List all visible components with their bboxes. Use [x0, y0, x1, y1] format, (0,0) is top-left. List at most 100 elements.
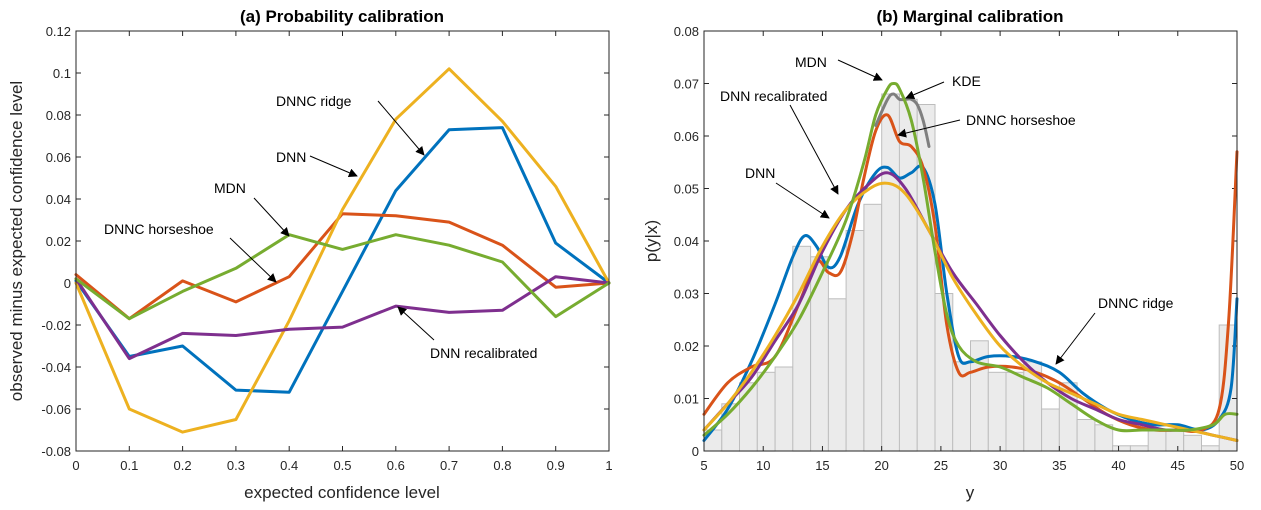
histogram-bar [756, 371, 776, 452]
chart-b-xtick-label: 45 [1171, 458, 1185, 473]
histogram-bar [863, 203, 883, 452]
chart-a-xtick-label: 0.3 [227, 458, 245, 473]
annotation-b-dnnc-ridge: DNNC ridge [1098, 295, 1174, 311]
chart-b-xtick-label: 30 [993, 458, 1007, 473]
density-line-dnn [702, 164, 1239, 442]
chart-b-annotations: MDN KDE DNN recalibrated DNNC horseshoe … [720, 54, 1174, 365]
chart-a-ytick-label: -0.04 [41, 360, 71, 375]
chart-a-annotations: DNNC ridge DNN MDN DNNC horseshoe DNN re… [104, 93, 537, 361]
series-line-dnn [74, 126, 611, 394]
chart-a-ytick-label: 0.1 [53, 66, 71, 81]
chart-b-xtick-label: 10 [756, 458, 770, 473]
chart-b-ytick-label: 0.02 [674, 339, 699, 354]
chart-a-xlabel: expected confidence level [244, 483, 440, 502]
chart-a-ytick-label: 0.06 [46, 150, 71, 165]
chart-b-ylabel: p(y|x) [642, 220, 661, 262]
chart-b-ytick-label: 0.03 [674, 287, 699, 302]
chart-a-xtick-label: 0.7 [440, 458, 458, 473]
histogram-bar [774, 366, 794, 452]
annotation-b-mdn-arrow [837, 59, 883, 81]
histogram-bar [1165, 429, 1185, 452]
histogram-bar [845, 230, 865, 452]
chart-a-ticks: 0 0.1 0.2 0.3 0.4 0.5 0.6 0.7 0.8 0.9 1 -0.08 -0.06 -… [41, 24, 612, 473]
histogram-bar [1201, 445, 1220, 452]
histogram-bar [810, 256, 829, 452]
series-line-dnnc-ridge [74, 67, 611, 434]
marginal-calibration-chart: (b) Marginal calibration 5 10 15 20 25 30 35 40… [642, 7, 1244, 502]
annotation-b-dnn-recalibrated: DNN recalibrated [720, 88, 827, 104]
series-line-mdn [74, 212, 611, 321]
annotation-b-dnn-arrow [775, 182, 830, 219]
series-line-dnnc-horseshoe [74, 233, 611, 321]
annotation-b-dnnc-horseshoe-arrow [897, 119, 961, 138]
chart-a-xtick-label: 0.5 [333, 458, 351, 473]
chart-b-xtick-label: 35 [1052, 458, 1066, 473]
density-line-dnnc-horseshoe [702, 81, 1239, 437]
chart-a-series [74, 67, 611, 434]
chart-b-title: (b) Marginal calibration [876, 7, 1063, 26]
annotation-dnnc-horseshoe: DNNC horseshoe [104, 221, 214, 237]
annotation-dnnc-horseshoe-arrow [229, 237, 277, 283]
annotation-dnnc-ridge: DNNC ridge [276, 93, 352, 109]
density-line-dnn-recalibrated [702, 171, 1239, 442]
chart-b-xtick-label: 15 [815, 458, 829, 473]
chart-b-xtick-label: 40 [1111, 458, 1125, 473]
chart-a-ytick-label: 0.04 [46, 192, 71, 207]
chart-a-xtick-label: 0.2 [174, 458, 192, 473]
annotation-dnn-recalibrated: DNN recalibrated [430, 345, 537, 361]
density-line-dnnc-ridge [702, 181, 1239, 442]
histogram-bar [1076, 419, 1096, 452]
chart-a-ytick-label: 0.08 [46, 108, 71, 123]
chart-b-ytick-label: 0.06 [674, 129, 699, 144]
histogram-bar [1094, 424, 1114, 452]
chart-b-ytick-label: 0.01 [674, 392, 699, 407]
histogram-bar [827, 298, 847, 452]
chart-a-xtick-label: 0.6 [387, 458, 405, 473]
chart-b-ytick-label: 0.04 [674, 234, 699, 249]
histogram-bar [1112, 445, 1131, 452]
chart-a-ytick-label: 0 [64, 276, 71, 291]
chart-b-xtick-label: 5 [700, 458, 707, 473]
annotation-mdn: MDN [214, 180, 246, 196]
chart-a-xtick-label: 0.4 [280, 458, 298, 473]
probability-calibration-chart: (a) Probability calibration 0 0.1 0.2 0.3 0.… [7, 7, 613, 502]
chart-a-ytick-label: -0.08 [41, 444, 71, 459]
chart-a-ytick-label: -0.02 [41, 318, 71, 333]
annotation-b-kde: KDE [952, 73, 981, 89]
chart-b-xlabel: y [966, 483, 975, 502]
chart-a-ytick-label: 0.12 [46, 24, 71, 39]
chart-b-axes-frame [703, 30, 1238, 452]
histogram-bar [881, 93, 901, 452]
histogram-bar [1041, 408, 1060, 452]
annotation-b-dnn-recalibrated-arrow [789, 104, 839, 195]
chart-a-xtick-label: 1 [605, 458, 612, 473]
annotation-dnn: DNN [276, 149, 306, 165]
chart-b-ytick-label: 0.08 [674, 24, 699, 39]
chart-a-ylabel: observed minus expected confidence level [7, 81, 26, 401]
annotation-b-dnn: DNN [745, 165, 775, 181]
annotation-mdn-arrow [253, 197, 290, 237]
annotation-b-kde-arrow [905, 81, 945, 100]
chart-b-histogram [703, 93, 1238, 452]
chart-b-ticks: 5 10 15 20 25 30 35 40 45 50 0 0.01 0.02 0.03 0.04 0.05… [674, 24, 1245, 473]
chart-a-ytick-label: -0.06 [41, 402, 71, 417]
series-line-dnn-recalibrated [74, 275, 611, 361]
chart-b-xtick-label: 25 [934, 458, 948, 473]
annotation-b-dnnc-horseshoe: DNNC horseshoe [966, 112, 1076, 128]
annotation-b-dnnc-ridge-arrow [1055, 312, 1096, 365]
chart-a-xtick-label: 0 [72, 458, 79, 473]
chart-b-xtick-label: 20 [874, 458, 888, 473]
chart-b-ytick-label: 0 [692, 444, 699, 459]
annotation-dnnc-ridge-arrow [377, 100, 425, 156]
annotation-dnn-recalibrated-arrow [397, 306, 435, 341]
chart-a-xtick-label: 0.8 [493, 458, 511, 473]
chart-a-title: (a) Probability calibration [240, 7, 444, 26]
annotation-b-mdn: MDN [795, 54, 827, 70]
histogram-bar [1005, 371, 1025, 452]
histogram-bar [1183, 434, 1202, 452]
chart-a-xtick-label: 0.1 [120, 458, 138, 473]
chart-a-axes-frame [75, 30, 610, 452]
annotation-dnn-arrow [309, 155, 358, 177]
chart-b-ytick-label: 0.07 [674, 77, 699, 92]
